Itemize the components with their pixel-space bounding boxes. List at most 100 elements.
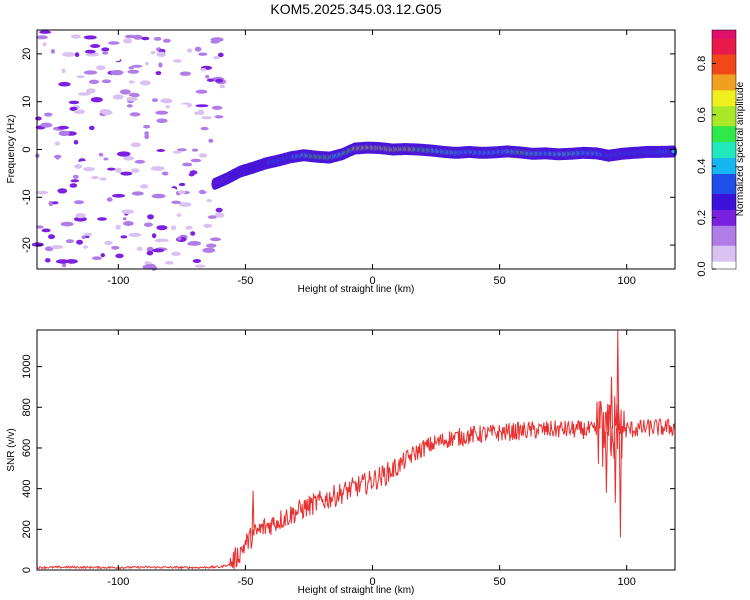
- noise-blob: [214, 115, 224, 119]
- y-tick-label: 600: [21, 439, 33, 457]
- noise-blob: [215, 78, 224, 83]
- colorbar-tick-label: 0.8: [696, 56, 708, 71]
- noise-blob: [187, 48, 193, 53]
- noise-blob: [77, 92, 91, 96]
- noise-blob: [171, 200, 182, 204]
- colorbar-strip: [712, 85, 736, 91]
- noise-blob: [69, 106, 78, 111]
- noise-blob: [40, 122, 53, 128]
- noise-blob: [200, 68, 207, 72]
- noise-blob: [102, 110, 113, 116]
- noise-blob: [207, 215, 217, 219]
- noise-blob: [74, 52, 80, 58]
- noise-blob: [204, 202, 209, 206]
- colorbar-strip: [712, 241, 736, 246]
- noise-blob: [95, 65, 106, 71]
- noise-blob: [141, 36, 150, 41]
- x-tick-label: 50: [493, 576, 505, 588]
- noise-blob: [139, 184, 149, 189]
- noise-blob: [126, 96, 138, 102]
- noise-blob: [131, 191, 144, 196]
- noise-blob: [198, 153, 208, 158]
- noise-blob: [128, 80, 135, 84]
- colorbar-strip: [712, 161, 736, 167]
- noise-blob: [100, 253, 106, 258]
- noise-blob: [69, 183, 78, 188]
- colorbar-strip: [712, 41, 736, 47]
- noise-blob: [128, 232, 142, 237]
- noise-blob: [50, 49, 56, 54]
- colorbar-strip: [712, 221, 736, 226]
- noise-blob: [151, 107, 164, 111]
- noise-blob: [153, 37, 162, 41]
- noise-blob: [176, 213, 182, 217]
- snr-x-axis: -100 -50 0 50 100: [107, 330, 636, 588]
- x-tick-label: 0: [369, 275, 375, 287]
- noise-blob: [42, 42, 47, 47]
- noise-blob: [77, 63, 82, 69]
- colorbar-strip: [712, 145, 736, 151]
- noise-blob: [143, 81, 150, 86]
- noise-blob: [35, 116, 42, 121]
- colorbar-strip: [712, 53, 736, 59]
- noise-blob: [58, 81, 71, 87]
- colorbar-strip: [712, 73, 736, 79]
- noise-blob: [128, 92, 140, 98]
- noise-blob: [62, 52, 76, 57]
- noise-blob: [217, 52, 224, 58]
- colorbar-strip: [712, 77, 736, 83]
- x-tick-label: -100: [107, 275, 129, 287]
- noise-blob: [178, 104, 188, 108]
- noise-blob: [206, 243, 217, 248]
- colorbar-strip: [712, 105, 736, 111]
- noise-blob: [120, 235, 128, 239]
- noise-blob: [48, 200, 54, 207]
- noise-blob: [178, 202, 192, 208]
- colorbar-strip: [712, 185, 736, 190]
- noise-blob: [159, 241, 169, 246]
- noise-blob: [50, 245, 64, 250]
- noise-blob: [197, 109, 205, 116]
- noise-blob: [144, 61, 149, 66]
- noise-blob: [90, 97, 103, 103]
- noise-blob: [68, 100, 80, 105]
- noise-blob: [101, 79, 112, 84]
- noise-blob: [40, 139, 46, 143]
- colorbar-strip: [712, 233, 736, 238]
- noise-blob: [187, 241, 202, 246]
- colorbar-strip: [712, 97, 736, 103]
- noise-blob: [123, 38, 133, 44]
- noise-blob: [155, 110, 169, 115]
- noise-blob: [111, 245, 120, 250]
- colorbar-strip: [712, 65, 736, 71]
- colorbar-strip: [712, 113, 736, 119]
- x-tick-label: -100: [107, 576, 129, 588]
- colorbar-strip: [712, 181, 736, 186]
- noise-blob: [195, 104, 209, 108]
- colorbar-tick-label: 0.6: [696, 107, 708, 122]
- colorbar-strip: [712, 177, 736, 182]
- noise-blob: [190, 231, 196, 236]
- noise-blob: [177, 79, 187, 83]
- noise-blob: [83, 232, 93, 236]
- noise-blob: [201, 116, 212, 120]
- noise-blob: [83, 70, 98, 75]
- noise-blob: [177, 139, 190, 143]
- noise-blob: [133, 34, 143, 40]
- noise-blob: [191, 148, 199, 152]
- noise-blob: [90, 44, 101, 48]
- noise-blob: [128, 66, 134, 70]
- noise-blob: [35, 35, 48, 40]
- noise-blob: [156, 149, 166, 152]
- noise-blob: [177, 148, 187, 152]
- noise-blob: [152, 248, 165, 253]
- colorbar-strip: [712, 201, 736, 206]
- noise-blob: [151, 98, 158, 102]
- noise-blob: [106, 197, 113, 202]
- noise-blob: [170, 225, 177, 231]
- noise-blob: [90, 176, 100, 180]
- spectrogram-y-label: Frequency (Hz): [6, 115, 17, 184]
- noise-blob: [147, 214, 154, 220]
- noise-blob: [179, 71, 192, 76]
- noise-blob: [119, 89, 131, 95]
